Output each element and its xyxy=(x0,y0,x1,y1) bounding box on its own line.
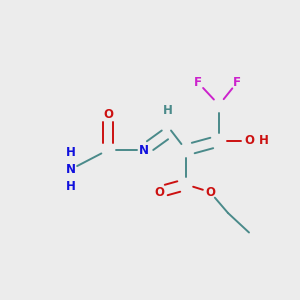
Text: N: N xyxy=(65,163,76,176)
Text: F: F xyxy=(233,76,241,89)
Text: O: O xyxy=(244,134,254,148)
Text: H: H xyxy=(259,134,269,148)
Text: H: H xyxy=(163,104,173,118)
Text: H: H xyxy=(66,146,75,160)
Text: N: N xyxy=(139,143,149,157)
Text: H: H xyxy=(66,179,75,193)
Text: F: F xyxy=(194,76,202,89)
Text: O: O xyxy=(154,185,164,199)
Text: O: O xyxy=(103,107,113,121)
Text: O: O xyxy=(205,185,215,199)
